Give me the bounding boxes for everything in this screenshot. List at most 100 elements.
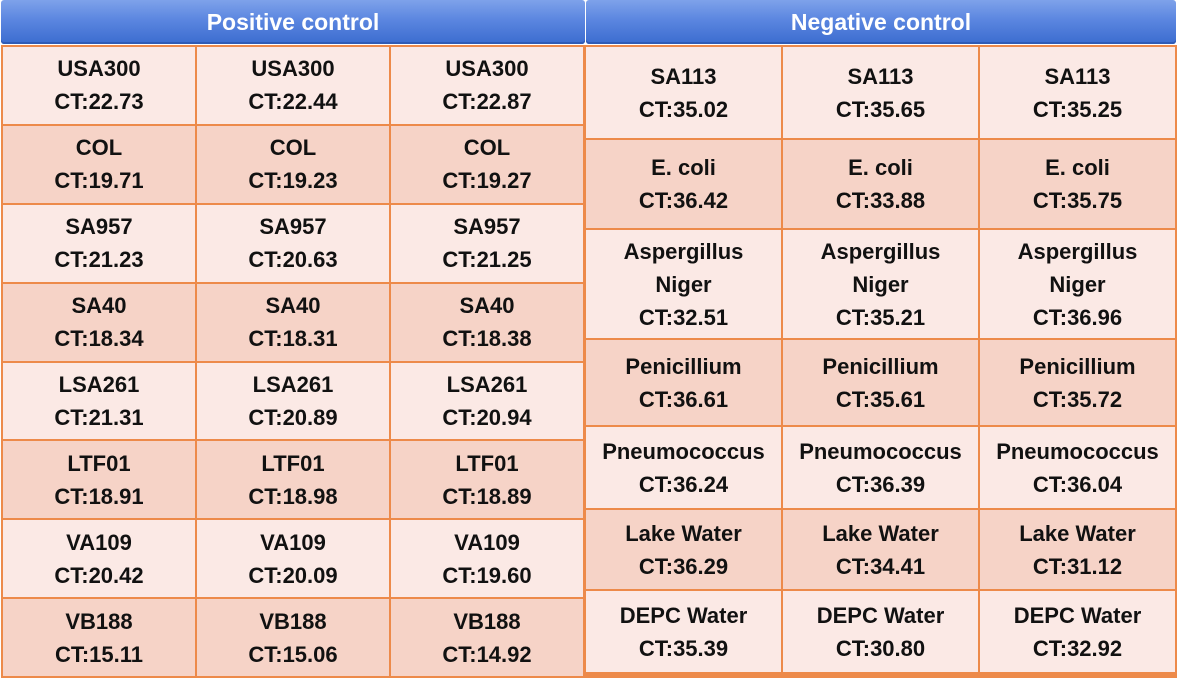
sample-name: USA300 — [57, 56, 141, 82]
table-cell: LSA261 CT:21.31 — [3, 362, 195, 440]
sample-name: E. coli — [1045, 155, 1110, 180]
negative-control-header: Negative control — [586, 0, 1176, 44]
table-cell: COL CT:19.23 — [197, 125, 389, 203]
ct-value: CT:36.42 — [638, 188, 729, 213]
table-cell: DEPC Water CT:35.39 — [586, 591, 781, 672]
sample-name: Aspergillus — [820, 238, 941, 264]
sample-name: Penicillium — [1019, 353, 1136, 379]
ct-value: CT:19.27 — [442, 168, 532, 194]
table-cell: SA113 CT:35.25 — [980, 47, 1175, 138]
sample-name: SA957 — [259, 214, 327, 240]
sample-name: Niger — [852, 271, 909, 297]
ct-value: CT:35.61 — [835, 386, 926, 412]
sample-name: VA109 — [454, 529, 520, 555]
sample-name: COL — [75, 135, 123, 161]
sample-name: DEPC Water — [816, 602, 945, 628]
sample-name: DEPC Water — [1013, 602, 1142, 628]
ct-value: CT:36.96 — [1032, 304, 1123, 330]
sample-name: USA300 — [251, 56, 335, 82]
table-cell: LTF01 CT:18.98 — [197, 441, 389, 519]
table-cell: Penicillium CT:35.61 — [783, 340, 978, 425]
sample-name: Penicillium — [625, 353, 742, 379]
sample-name: SA40 — [459, 293, 515, 319]
sample-name: LTF01 — [67, 450, 131, 476]
sample-name: Penicillium — [822, 353, 939, 379]
sample-name: Lake Water — [822, 520, 939, 546]
positive-control-table: USA300 CT:22.73 USA300 CT:22.44 USA300 CT:22.… — [1, 45, 585, 678]
sample-name: VA109 — [260, 529, 326, 555]
sample-name: Niger — [655, 271, 712, 297]
table-cell: LTF01 CT:18.91 — [3, 441, 195, 519]
table-cell: SA957 CT:20.63 — [197, 204, 389, 282]
negative-control-table: SA113 CT:35.02 SA113 CT:35.65 SA113 CT:35.25 E… — [584, 45, 1177, 678]
ct-value: CT:20.09 — [248, 562, 338, 588]
table-cell: COL CT:19.27 — [391, 125, 583, 203]
ct-value: CT:35.02 — [638, 96, 729, 122]
table-cell: LSA261 CT:20.94 — [391, 362, 583, 440]
table-cell: SA957 CT:21.23 — [3, 204, 195, 282]
sample-name: Aspergillus — [623, 238, 744, 264]
ct-value: CT:20.89 — [248, 404, 338, 430]
ct-value: CT:21.23 — [54, 247, 144, 273]
ct-value: CT:35.72 — [1032, 386, 1123, 412]
ct-value: CT:36.39 — [835, 471, 926, 497]
table-cell: Lake Water CT:34.41 — [783, 510, 978, 589]
table-cell: USA300 CT:22.73 — [3, 47, 195, 124]
table-cell: Aspergillus Niger CT:32.51 — [586, 230, 781, 338]
table-cell: VA109 CT:20.42 — [3, 520, 195, 598]
table-cell: Penicillium CT:36.61 — [586, 340, 781, 425]
table-cell: SA957 CT:21.25 — [391, 204, 583, 282]
ct-value: CT:35.39 — [638, 635, 729, 661]
ct-value: CT:18.38 — [442, 326, 532, 352]
table-cell: Lake Water CT:36.29 — [586, 510, 781, 589]
sample-name: DEPC Water — [619, 602, 748, 628]
table-cell: E. coli CT:35.75 — [980, 140, 1175, 228]
table-cell: Aspergillus Niger CT:36.96 — [980, 230, 1175, 338]
ct-value: CT:20.42 — [54, 562, 144, 588]
table-cell: SA40 CT:18.34 — [3, 283, 195, 361]
sample-name: E. coli — [848, 155, 913, 180]
ct-value: CT:18.91 — [54, 483, 144, 509]
sample-name: LTF01 — [455, 450, 519, 476]
ct-value: CT:22.87 — [442, 89, 532, 115]
ct-value: CT:32.92 — [1032, 635, 1123, 661]
sample-name: E. coli — [651, 155, 716, 180]
ct-value: CT:33.88 — [835, 188, 926, 213]
ct-value: CT:32.51 — [638, 304, 729, 330]
table-cell: USA300 CT:22.44 — [197, 47, 389, 124]
sample-name: LTF01 — [261, 450, 325, 476]
ct-value: CT:15.11 — [54, 641, 144, 667]
ct-value: CT:35.21 — [835, 304, 926, 330]
ct-value: CT:18.89 — [442, 483, 532, 509]
sample-name: SA40 — [71, 293, 127, 319]
sample-name: LSA261 — [58, 371, 140, 397]
table-cell: E. coli CT:33.88 — [783, 140, 978, 228]
ct-value: CT:35.75 — [1032, 188, 1123, 213]
sample-name: Pneumococcus — [602, 438, 765, 464]
sample-name: VB188 — [259, 608, 327, 634]
table-cell: Pneumococcus CT:36.24 — [586, 427, 781, 508]
sample-name: Aspergillus — [1017, 238, 1138, 264]
sample-name: Niger — [1049, 271, 1106, 297]
table-cell: USA300 CT:22.87 — [391, 47, 583, 124]
table-cell: SA113 CT:35.65 — [783, 47, 978, 138]
ct-value: CT:19.23 — [248, 168, 338, 194]
sample-name: LSA261 — [446, 371, 528, 397]
ct-value: CT:20.63 — [248, 247, 338, 273]
ct-value: CT:19.60 — [442, 562, 532, 588]
sample-name: COL — [269, 135, 317, 161]
table-cell: LTF01 CT:18.89 — [391, 441, 583, 519]
ct-value: CT:21.31 — [54, 404, 144, 430]
sample-name: COL — [463, 135, 511, 161]
sample-name: VA109 — [66, 529, 132, 555]
ct-value: CT:35.25 — [1032, 96, 1123, 122]
sample-name: VB188 — [65, 608, 133, 634]
table-cell: LSA261 CT:20.89 — [197, 362, 389, 440]
ct-value: CT:20.94 — [442, 404, 532, 430]
table-cell: SA40 CT:18.38 — [391, 283, 583, 361]
ct-value: CT:34.41 — [835, 553, 926, 579]
sample-name: Lake Water — [1019, 520, 1136, 546]
ct-value: CT:18.31 — [248, 326, 338, 352]
sample-name: LSA261 — [252, 371, 334, 397]
sample-name: SA957 — [65, 214, 133, 240]
